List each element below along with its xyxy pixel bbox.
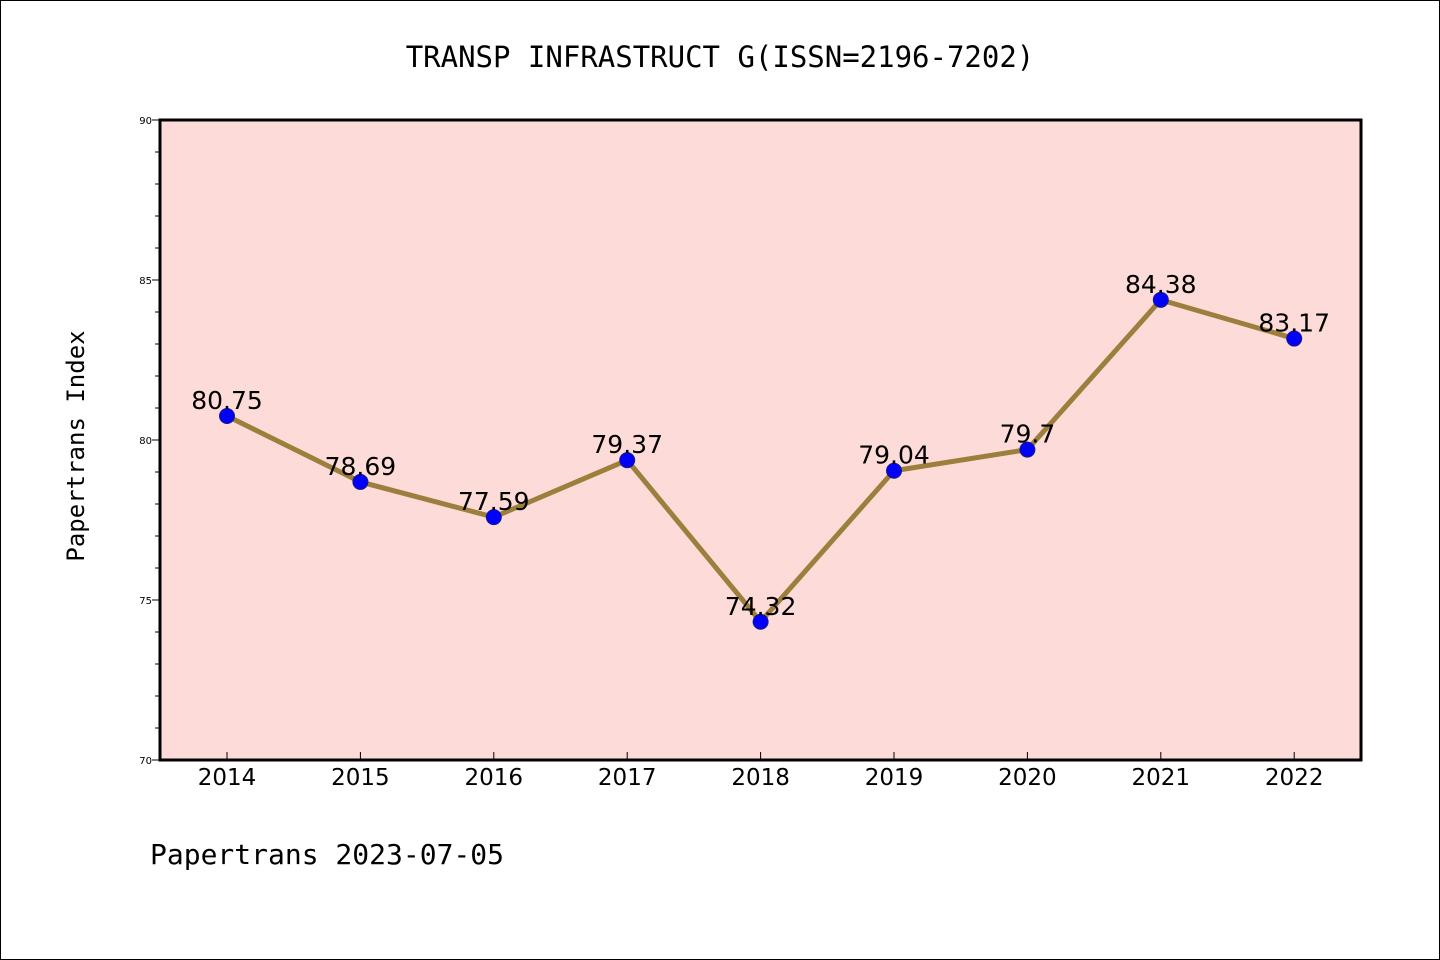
data-point-marker (1152, 291, 1169, 308)
data-label: 80.75 (191, 386, 263, 415)
data-label: 79.04 (858, 441, 930, 470)
x-tick-label: 2014 (198, 765, 257, 791)
x-tick-label: 2022 (1265, 765, 1324, 791)
x-tick-label: 2020 (998, 765, 1057, 791)
y-axis-title: Papertrans Index (62, 330, 90, 561)
x-axis: 2014 2015 2016 2017 2018 2019 2020 2021 2022 (198, 752, 1324, 791)
y-tick-label: 80 (139, 436, 152, 447)
x-tick-label: 2018 (731, 765, 790, 791)
y-axis: 70 75 80 85 90 (139, 116, 160, 767)
y-tick-label: 90 (139, 116, 152, 127)
data-label: 79.37 (591, 430, 663, 459)
data-point-marker (1019, 441, 1036, 458)
chart-title: TRANSP INFRASTRUCT G(ISSN=2196-7202) (406, 40, 1035, 74)
data-point-marker (219, 408, 235, 424)
data-label: 77.59 (458, 487, 530, 516)
data-point-marker (485, 509, 502, 526)
data-label: 84.38 (1125, 270, 1197, 299)
data-label: 83.17 (1258, 309, 1330, 338)
data-label: 79.7 (1000, 420, 1056, 449)
x-tick-label: 2019 (865, 765, 924, 791)
y-tick-label: 70 (139, 756, 152, 767)
data-point-marker (1286, 330, 1303, 347)
series-layer: 80.75 78.69 77.59 79.37 74.32 79.04 79.7 84.38 8… (191, 270, 1330, 630)
y-tick-label: 75 (139, 596, 152, 607)
x-tick-label: 2017 (598, 765, 657, 791)
data-label: 78.69 (325, 452, 397, 481)
footer-date-text: Papertrans 2023-07-05 (150, 838, 504, 871)
plot-area (158, 118, 1363, 762)
x-tick-label: 2021 (1132, 765, 1191, 791)
data-point-marker (886, 462, 902, 479)
data-label: 74.32 (725, 592, 797, 621)
x-tick-label: 2015 (331, 765, 390, 791)
data-point-marker (619, 452, 636, 469)
y-tick-label: 85 (139, 276, 152, 287)
x-tick-label: 2016 (465, 765, 524, 791)
data-point-marker (352, 473, 369, 490)
data-point-marker (752, 613, 769, 630)
